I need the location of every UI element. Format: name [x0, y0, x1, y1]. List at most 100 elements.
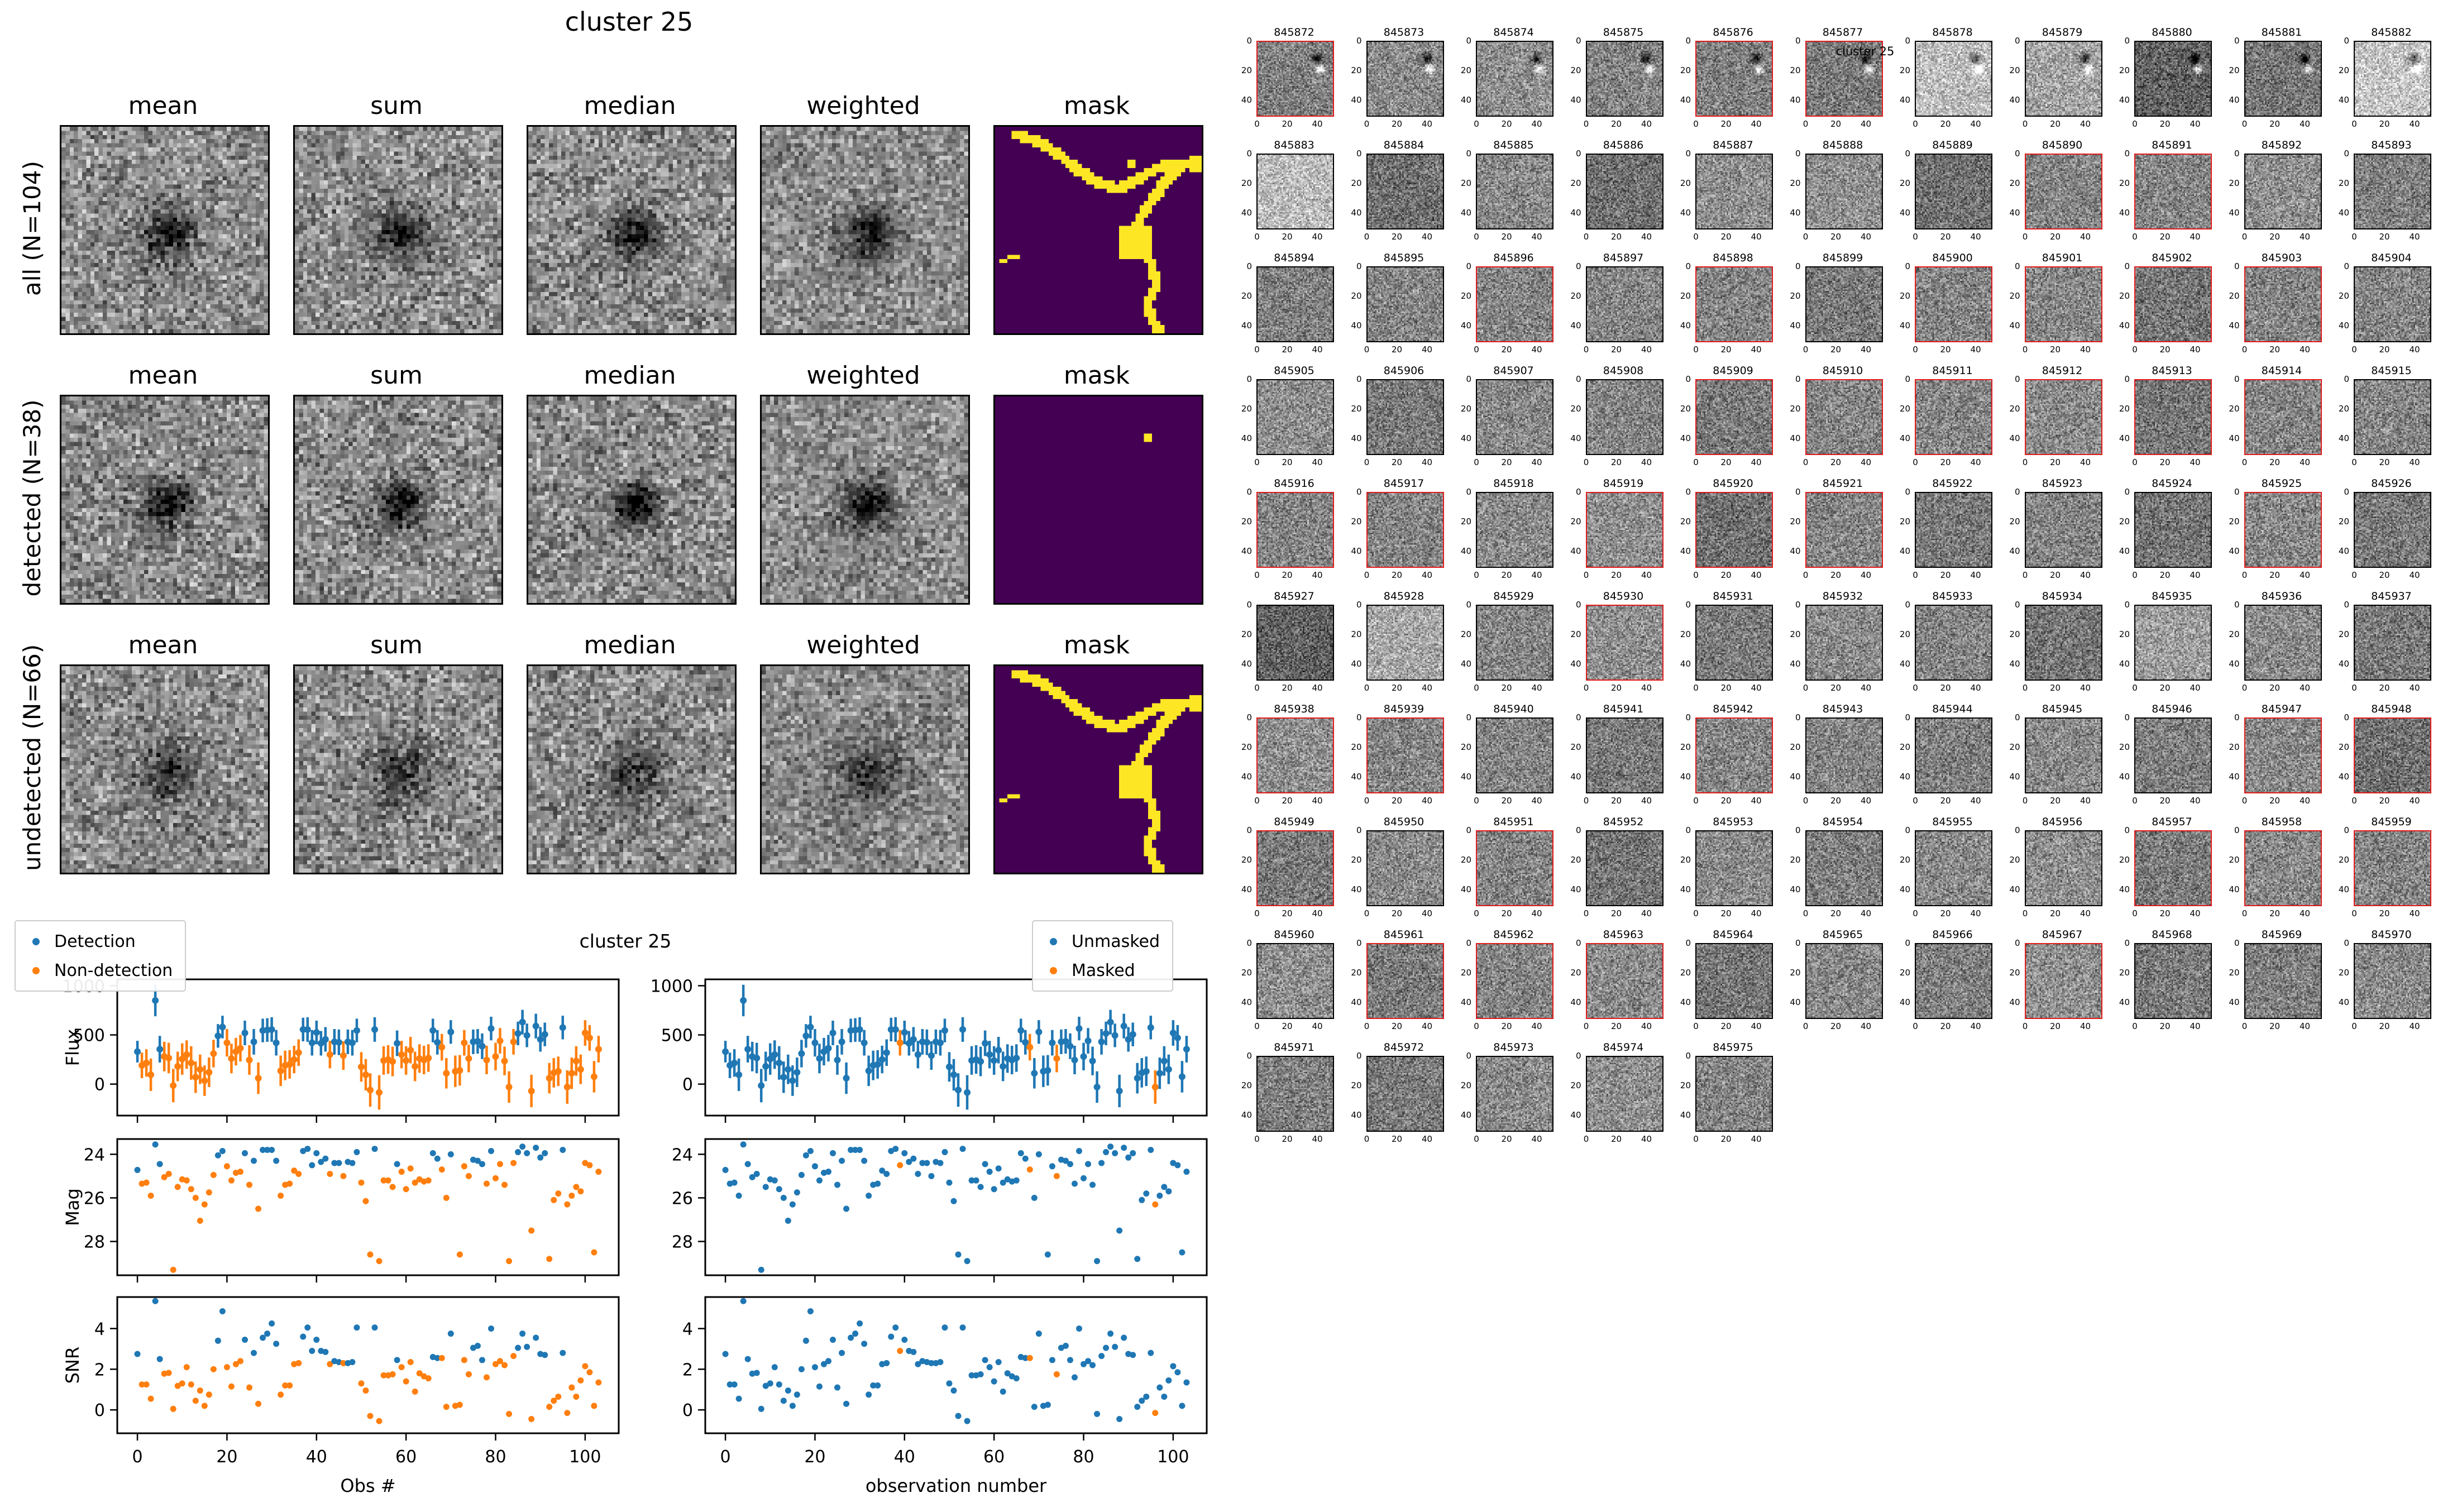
thumbnail-id-label: 845945 [2042, 703, 2083, 715]
chart-panel [116, 1296, 620, 1434]
thumbnail-xtick: 0 [1254, 908, 1260, 918]
data-point [188, 1186, 194, 1193]
thumbnail-xtick: 20 [2269, 1021, 2281, 1031]
thumbnail-xtick: 40 [1531, 232, 1542, 242]
thumbnail-xtick: 20 [1610, 1134, 1622, 1144]
data-point [465, 1055, 472, 1062]
data-point [295, 1360, 302, 1366]
thumbnail-ytick: 20 [1351, 65, 1362, 75]
thumbnail-xtick: 40 [1421, 796, 1433, 806]
thumbnail-id-label: 845964 [1713, 929, 1753, 941]
thumbnail-ytick: 0 [1466, 938, 1471, 948]
chart-panel [704, 978, 1208, 1117]
data-point [170, 1266, 176, 1273]
thumbnail-ytick: 0 [1575, 487, 1581, 497]
thumbnail-ytick: 20 [2009, 967, 2020, 978]
data-point [735, 1193, 742, 1199]
thumbnail-ytick: 0 [2014, 36, 2020, 46]
thumbnail-xtick: 20 [1830, 457, 1842, 467]
data-point [1147, 1024, 1154, 1031]
thumbnail-image [1695, 605, 1773, 681]
thumbnail-id-label: 845918 [1493, 477, 1534, 490]
thumbnail-xtick: 20 [1610, 457, 1622, 467]
thumbnail-xtick: 20 [1940, 570, 1951, 580]
data-point [780, 1194, 787, 1201]
thumbnail-ytick: 20 [1460, 290, 1471, 301]
thumbnail-xtick: 0 [1693, 796, 1699, 806]
data-point [398, 1364, 405, 1371]
thumbnail-xtick: 20 [1501, 1134, 1512, 1144]
thumbnail-xtick: 0 [1913, 457, 1918, 467]
thumbnail-xtick: 0 [1474, 1134, 1479, 1144]
thumbnail-xtick: 0 [2132, 1021, 2138, 1031]
data-point [1081, 1175, 1087, 1181]
data-point [874, 1180, 881, 1187]
thumbnail-id-label: 845880 [2152, 26, 2192, 39]
chart-panel [116, 1138, 620, 1276]
thumbnail-ytick: 20 [2338, 403, 2349, 414]
data-point [1183, 1379, 1190, 1386]
data-point [861, 1341, 868, 1347]
thumbnail-ytick: 40 [1680, 884, 1691, 894]
thumbnail-image [1366, 717, 1444, 793]
thumbnail-xtick: 20 [1940, 344, 1951, 355]
data-point [1179, 1249, 1186, 1256]
thumbnail-ytick: 40 [2338, 320, 2349, 331]
thumbnail-ytick: 20 [2229, 629, 2240, 639]
data-point [1004, 1370, 1011, 1377]
data-point [807, 1147, 814, 1154]
data-point [586, 1162, 593, 1169]
thumbnail-xtick: 0 [1583, 457, 1589, 467]
data-point [1183, 1046, 1190, 1053]
thumbnail-id-label: 845882 [2371, 26, 2412, 39]
data-point [143, 1381, 150, 1388]
data-point [183, 1051, 190, 1058]
thumbnail-image [1585, 41, 1664, 117]
thumbnail-ytick: 0 [2014, 149, 2020, 159]
data-point [210, 1171, 217, 1178]
data-point [380, 1372, 387, 1379]
thumbnail-ytick: 0 [1685, 600, 1691, 610]
thumbnail-image [1585, 943, 1664, 1019]
thumbnail-ytick: 0 [2124, 938, 2130, 948]
thumbnail-ytick: 20 [1790, 65, 1801, 75]
data-point [524, 1150, 530, 1156]
data-point [407, 1165, 414, 1172]
data-point [816, 1055, 823, 1062]
data-point [255, 1400, 262, 1407]
data-point [722, 1166, 729, 1173]
thumbnail-ytick: 0 [1575, 825, 1581, 835]
thumbnail-xtick: 0 [1474, 344, 1479, 355]
data-point [260, 1147, 266, 1154]
data-point [505, 1083, 513, 1090]
thumbnail-ytick: 0 [1466, 374, 1471, 384]
thumbnail-ytick: 40 [1241, 884, 1252, 894]
data-point [892, 1026, 899, 1033]
data-point [251, 1157, 257, 1164]
data-point [533, 1334, 539, 1341]
data-point [447, 1331, 454, 1337]
data-point [174, 1184, 181, 1190]
thumbnail-xtick: 0 [1364, 1134, 1370, 1144]
data-point [1049, 1039, 1056, 1046]
thumbnail-xtick: 20 [2269, 232, 2281, 242]
thumbnail-xtick: 40 [2080, 344, 2091, 355]
data-point [336, 1160, 342, 1166]
thumbnail-ytick: 40 [2119, 94, 2130, 105]
data-point [1151, 1083, 1159, 1090]
thumbnail-image [1915, 605, 1992, 681]
thumbnail-xtick: 0 [1474, 1021, 1479, 1031]
thumbnail-image [1585, 492, 1664, 568]
stack-column-label: sum [370, 92, 423, 120]
data-point [1156, 1384, 1163, 1391]
thumbnail-ytick: 40 [1899, 658, 1910, 669]
data-point [1156, 1070, 1163, 1077]
thumbnail-xtick: 20 [1720, 683, 1732, 693]
thumbnail-xtick: 20 [1830, 796, 1842, 806]
data-point [568, 1070, 575, 1077]
thumbnail-image [1476, 379, 1553, 455]
thumbnail-xtick: 0 [1913, 796, 1918, 806]
thumbnail-image [1476, 717, 1553, 793]
data-point [376, 1418, 383, 1424]
thumbnail-image [2244, 717, 2322, 793]
